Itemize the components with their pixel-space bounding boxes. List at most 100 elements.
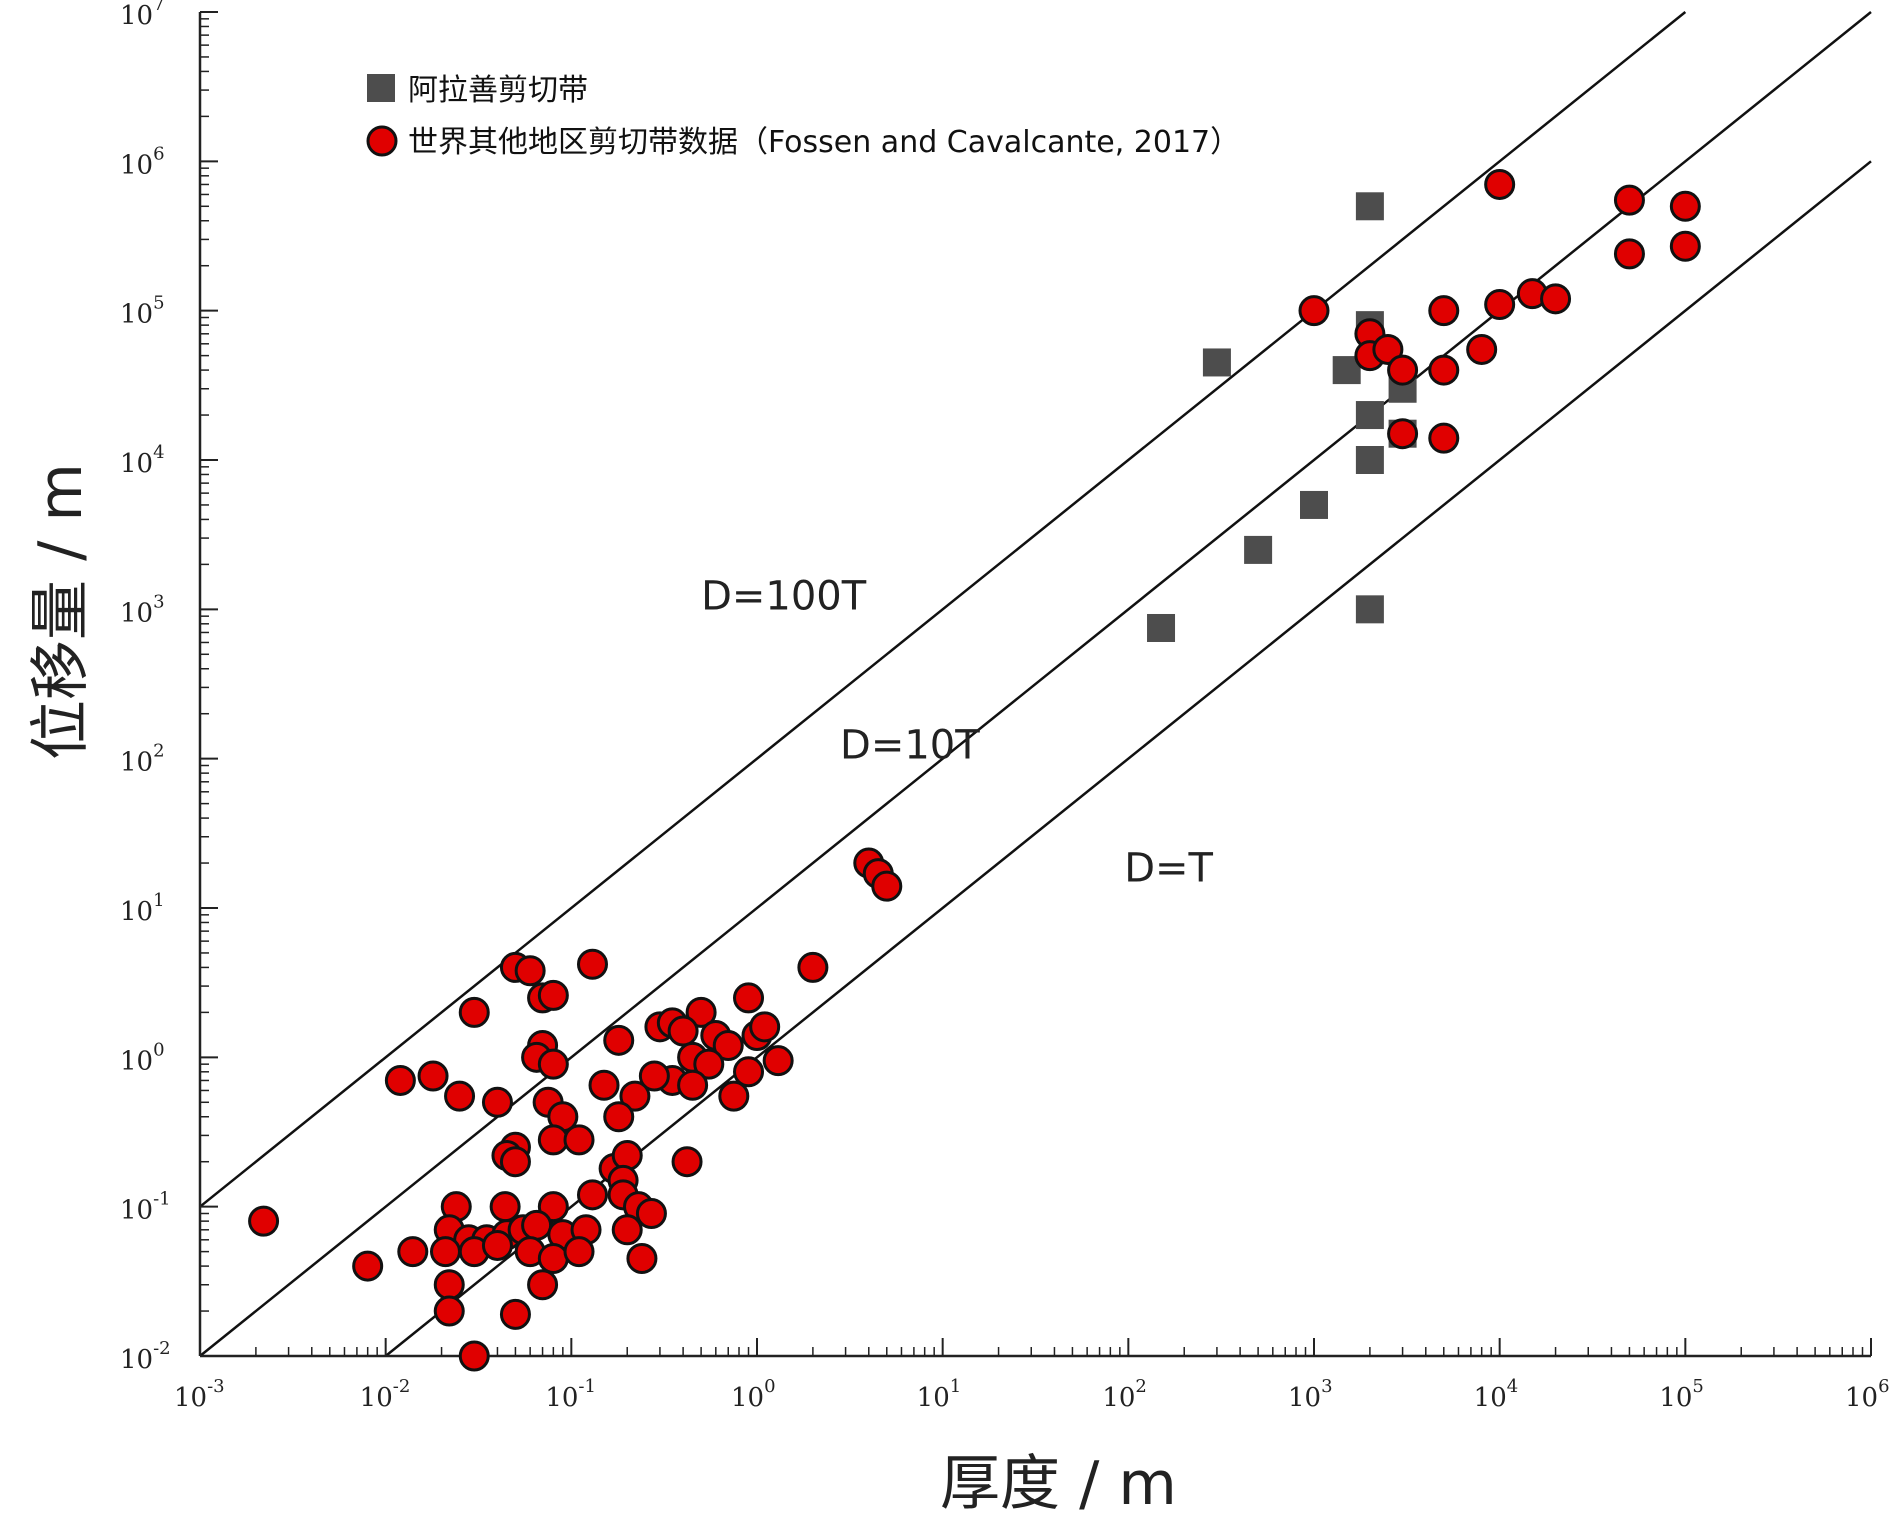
y-tick-label: 104 <box>120 442 165 479</box>
x-tick-label: 10-2 <box>360 1376 411 1413</box>
circle-point <box>481 1086 513 1118</box>
circle-point <box>1387 354 1419 386</box>
circle-point <box>685 996 717 1028</box>
square-point <box>1355 192 1384 221</box>
reference-line <box>199 11 1872 1357</box>
circle-point <box>1428 295 1460 327</box>
square-point <box>1355 595 1384 624</box>
circle-point <box>1466 333 1498 365</box>
y-tick-label: 10-2 <box>120 1338 171 1375</box>
circle-point <box>514 955 546 987</box>
circle-point <box>1540 283 1572 315</box>
circle-point <box>537 1242 569 1274</box>
square-point <box>1244 535 1273 564</box>
circle-point <box>1298 295 1330 327</box>
circle-point <box>1484 288 1516 320</box>
x-tick-label: 104 <box>1474 1376 1519 1413</box>
y-tick-label: 105 <box>120 293 165 330</box>
y-tick-label: 101 <box>120 890 165 927</box>
circle-point <box>458 996 490 1028</box>
square-point <box>1147 613 1176 642</box>
y-tick-label: 106 <box>120 143 165 180</box>
x-axis-title: 厚度 / m <box>940 1449 1177 1519</box>
circle-point <box>489 1191 521 1223</box>
circle-point <box>1428 422 1460 454</box>
y-tick-label: 10-1 <box>120 1189 171 1226</box>
circle-point <box>762 1045 794 1077</box>
circle-point <box>521 1209 553 1241</box>
y-tick-label: 107 <box>120 0 165 31</box>
x-tick-label: 100 <box>731 1376 776 1413</box>
square-point <box>1202 348 1231 377</box>
x-tick-label: 10-3 <box>174 1376 225 1413</box>
circle-point <box>576 948 608 980</box>
circle-point <box>537 1124 569 1156</box>
circle-point <box>1387 418 1419 450</box>
circle-point <box>248 1205 280 1237</box>
circle-point <box>588 1069 620 1101</box>
circle-point <box>626 1242 658 1274</box>
reference-line-label: D=100T <box>701 573 867 619</box>
legend-square-marker <box>367 74 395 102</box>
circle-point <box>537 979 569 1011</box>
circle-point <box>1428 354 1460 386</box>
reference-line-label: D=10T <box>840 723 980 769</box>
circle-point <box>797 951 829 983</box>
circle-point <box>537 1048 569 1080</box>
circle-point <box>693 1048 725 1080</box>
circle-point <box>481 1229 513 1261</box>
circle-point <box>619 1080 651 1112</box>
x-tick-label: 106 <box>1845 1376 1890 1413</box>
circle-point <box>638 1060 670 1092</box>
square-point <box>1355 401 1384 430</box>
circle-point <box>1613 238 1645 270</box>
circle-point <box>733 1056 765 1088</box>
circle-point <box>499 1298 531 1330</box>
circle-point <box>384 1064 416 1096</box>
y-axis-title: 位移量 / m <box>26 463 96 760</box>
circle-point <box>733 982 765 1014</box>
legend: 阿拉善剪切带 世界其他地区剪切带数据（Fossen and Cavalcante… <box>366 73 1240 160</box>
circle-point <box>429 1236 461 1268</box>
circle-point <box>718 1080 750 1112</box>
circle-point <box>712 1030 744 1062</box>
circle-point <box>667 1015 699 1047</box>
square-point <box>1355 446 1384 474</box>
legend-circle-marker <box>366 125 398 157</box>
circle-point <box>611 1214 643 1246</box>
circle-point <box>433 1295 465 1327</box>
legend-label-alashan: 阿拉善剪切带 <box>408 73 588 108</box>
y-tick-label: 100 <box>120 1039 165 1076</box>
reference-line-label: D=T <box>1124 846 1213 892</box>
circle-point <box>1613 184 1645 216</box>
circle-point <box>635 1197 667 1229</box>
circle-point <box>444 1080 476 1112</box>
square-point <box>1300 490 1328 519</box>
circle-point <box>1669 190 1701 222</box>
circle-point <box>527 1269 559 1301</box>
circle-point <box>458 1340 490 1372</box>
circle-point <box>677 1069 709 1101</box>
x-tick-label: 10-1 <box>545 1376 596 1413</box>
reference-lines: D=100T D=10T D=T <box>199 11 1872 1357</box>
circle-point <box>603 1101 635 1133</box>
circle-point <box>603 1024 635 1056</box>
circle-point <box>433 1269 465 1301</box>
reference-line <box>199 11 1687 1208</box>
x-tick-label: 105 <box>1659 1376 1704 1413</box>
legend-label-world: 世界其他地区剪切带数据（Fossen and Cavalcante, 2017） <box>408 125 1240 160</box>
circle-point <box>576 1179 608 1211</box>
circle-point <box>499 1146 531 1178</box>
x-tick-label: 102 <box>1102 1376 1147 1413</box>
circle-point <box>1669 230 1701 262</box>
circle-point <box>563 1124 595 1156</box>
circle-point <box>871 870 903 902</box>
circle-point <box>671 1146 703 1178</box>
x-tick-label: 103 <box>1288 1376 1333 1413</box>
circle-point <box>397 1236 429 1268</box>
circle-point <box>352 1250 384 1282</box>
axes: 10-3 10-2 10-1 100 101 102 103 104 105 10610-210-… <box>120 0 1890 1413</box>
circle-point <box>749 1011 781 1043</box>
y-tick-label: 102 <box>120 741 165 778</box>
